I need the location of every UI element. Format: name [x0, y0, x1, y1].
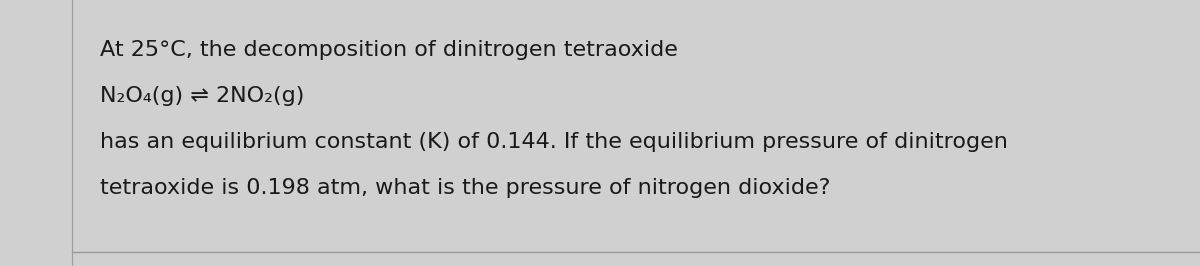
Text: At 25°C, the decomposition of dinitrogen tetraoxide: At 25°C, the decomposition of dinitrogen…	[100, 40, 678, 60]
Text: N₂O₄(g) ⇌ 2NO₂(g): N₂O₄(g) ⇌ 2NO₂(g)	[100, 86, 305, 106]
Text: has an equilibrium constant (K) of 0.144. If the equilibrium pressure of dinitro: has an equilibrium constant (K) of 0.144…	[100, 132, 1008, 152]
Text: tetraoxide is 0.198 atm, what is the pressure of nitrogen dioxide?: tetraoxide is 0.198 atm, what is the pre…	[100, 178, 830, 198]
